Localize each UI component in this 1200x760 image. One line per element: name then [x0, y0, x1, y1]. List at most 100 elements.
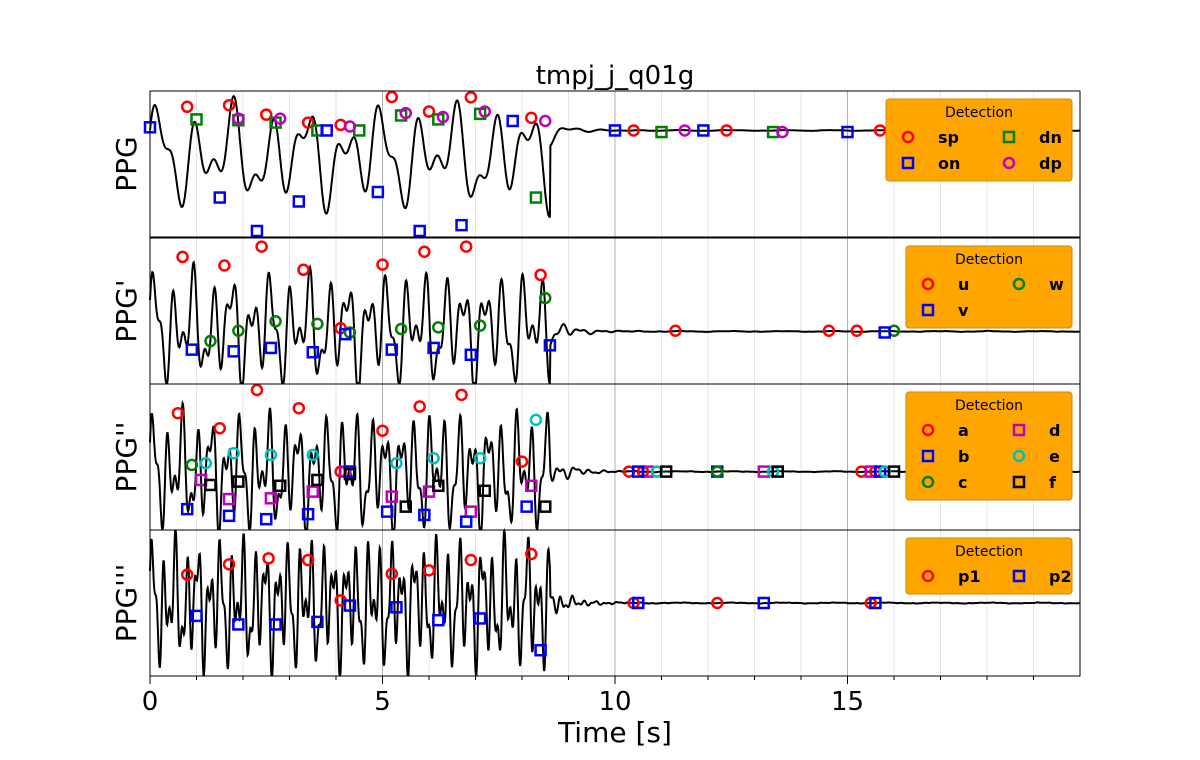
marker-u	[255, 240, 268, 253]
marker-b	[520, 500, 533, 513]
marker-a	[250, 383, 264, 397]
marker-on	[455, 218, 468, 232]
marker-on	[697, 124, 710, 137]
marker-b	[222, 509, 236, 523]
panel-2: PPG' Detection u w v	[110, 237, 1081, 385]
legend-marker-a	[921, 423, 935, 437]
legend-marker-dp	[1002, 156, 1016, 170]
legend-label-v: v	[958, 301, 969, 320]
marker-e	[473, 452, 487, 465]
legend-title: Detection	[955, 252, 1023, 268]
marker-d	[264, 492, 278, 505]
legend-marker-p2	[1012, 569, 1026, 583]
marker-w	[311, 317, 324, 331]
marker-p2	[232, 618, 245, 631]
marker-p2	[632, 596, 645, 610]
legend-marker-b	[921, 449, 935, 463]
legend-label-dn: dn	[1039, 128, 1062, 147]
marker-sp	[385, 90, 399, 104]
marker-w	[539, 291, 552, 305]
x-axis-label: Time [s]	[557, 716, 672, 749]
marker-c	[185, 458, 199, 472]
marker-u	[669, 324, 682, 338]
marker-on	[371, 185, 385, 199]
legend-box	[885, 98, 1073, 182]
x-axis: 0 5 10 15	[142, 676, 1034, 717]
marker-f	[887, 465, 901, 478]
marker-sp	[627, 124, 640, 137]
legend-label-sp: sp	[938, 128, 959, 147]
legend-marker-on	[901, 156, 915, 170]
chart-title: tmpj_j_q01g	[536, 61, 695, 91]
marker-on	[292, 195, 306, 208]
marker-sp	[873, 124, 887, 137]
marker-f	[232, 475, 245, 488]
marker-dp	[273, 112, 287, 125]
legend-label-e: e	[1049, 447, 1060, 466]
marker-d	[306, 485, 319, 498]
marker-w	[473, 319, 487, 332]
marker-b	[301, 507, 315, 521]
marker-a	[292, 401, 306, 415]
marker-p2	[190, 609, 203, 623]
panel-1: PPG Detection sp dn on dp	[110, 90, 1081, 238]
marker-p1	[464, 553, 478, 567]
marker-w	[269, 315, 282, 328]
marker-p2	[390, 601, 403, 614]
legend: Detection sp dn on dp	[885, 98, 1073, 182]
legend-label-on: on	[938, 154, 960, 173]
legend-marker-p1	[921, 569, 935, 583]
legend-marker-f	[1012, 475, 1026, 489]
legend-label-a: a	[958, 421, 969, 440]
marker-f	[432, 479, 445, 493]
marker-v	[427, 341, 440, 355]
marker-e	[390, 457, 403, 470]
y-axis-label: PPG'	[110, 279, 143, 342]
marker-v	[227, 345, 240, 358]
legend: Detection a d b e c f	[905, 391, 1073, 501]
marker-f	[343, 467, 357, 481]
marker-dn	[190, 113, 203, 126]
marker-d	[222, 492, 236, 506]
marker-p2	[869, 596, 882, 610]
marker-dn	[529, 191, 543, 204]
marker-e	[427, 452, 440, 465]
panel-frame	[149, 90, 1081, 238]
legend-label-u: u	[958, 275, 969, 294]
marker-sp	[525, 111, 538, 125]
marker-p2	[269, 618, 282, 631]
marker-d	[464, 505, 478, 518]
marker-a	[213, 421, 226, 435]
marker-on	[608, 124, 622, 137]
marker-on	[320, 124, 333, 137]
marker-a	[171, 406, 185, 420]
marker-a	[376, 424, 389, 437]
marker-f	[311, 473, 324, 487]
legend-label-c: c	[958, 473, 967, 492]
marker-dp	[776, 125, 789, 139]
marker-p2	[757, 596, 771, 610]
marker-sp	[464, 91, 478, 104]
marker-sp	[720, 124, 733, 137]
marker-dp	[478, 105, 492, 118]
marker-u	[297, 263, 310, 277]
marker-p2	[473, 612, 487, 625]
marker-v	[264, 341, 278, 355]
signal-line	[149, 527, 1080, 677]
marker-u	[418, 245, 431, 258]
marker-p1	[222, 558, 236, 571]
marker-f	[539, 500, 552, 513]
marker-dp	[232, 112, 245, 125]
marker-p1	[525, 547, 538, 561]
marker-dp	[343, 120, 357, 133]
y-axis-label: PPG''	[110, 422, 143, 493]
marker-e	[264, 448, 278, 462]
marker-b	[873, 465, 887, 478]
marker-on	[213, 191, 226, 204]
signal-line	[149, 260, 1080, 385]
marker-b	[180, 502, 194, 516]
legend-label-p2: p2	[1049, 567, 1072, 586]
marker-f	[771, 465, 784, 478]
